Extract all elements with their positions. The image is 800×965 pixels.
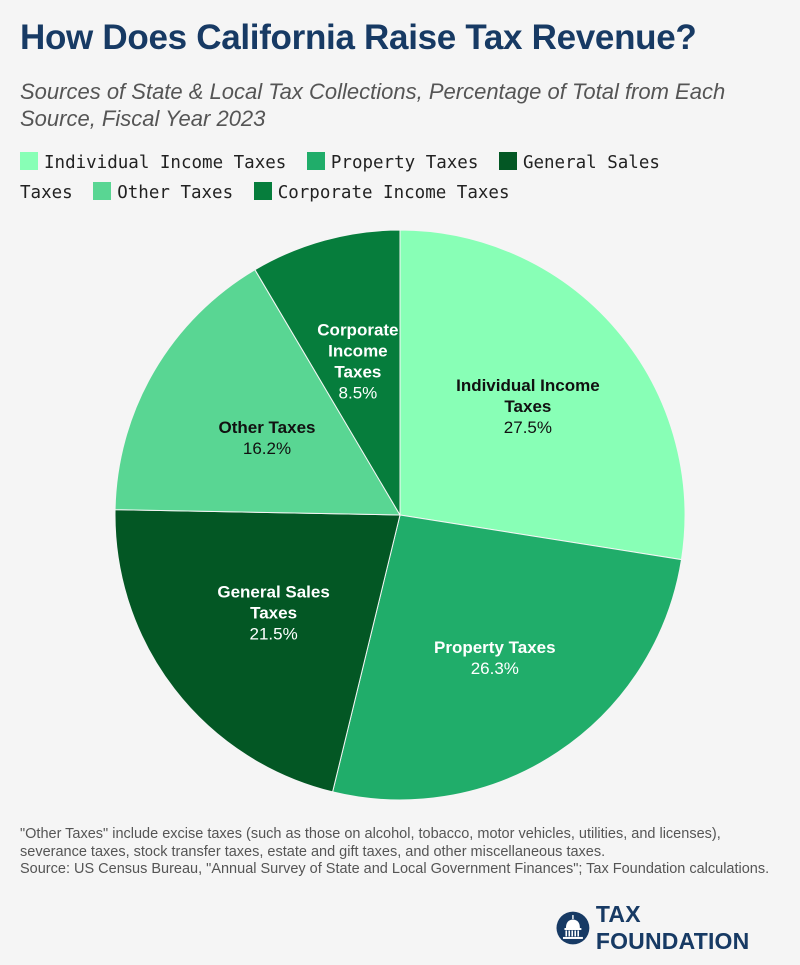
slice-category-label: Corporate [317,321,398,340]
slice-category-label: Taxes [334,363,381,382]
slice-label-corporate-income: Corporate Income Taxes 8.5% [317,321,398,403]
pie-chart: Individual Income Taxes 27.5% Property Taxe… [114,229,686,801]
legend-label: General Sales Taxes [20,153,660,203]
slice-value-label: 27.5% [504,418,552,437]
slice-label-general-sales: General Sales Taxes 21.5% [217,582,329,643]
legend-item-individual-income: Individual Income Taxes [20,152,287,173]
slice-value-label: 8.5% [339,384,378,403]
legend-label: Individual Income Taxes [44,153,287,173]
legend-item-property: Property Taxes [297,152,479,173]
other-taxes-note: "Other Taxes" include excise taxes (such… [20,826,721,860]
pie-slice-corporate-income [254,229,401,517]
legend-label: Property Taxes [330,153,479,173]
slice-category-label: General Sales [217,582,329,601]
pie-slice-other [114,269,401,516]
slice-label-other: Other Taxes 16.2% [218,418,315,458]
legend: Individual Income Taxes Property Taxes G… [20,148,700,208]
chart-title: How Does California Raise Tax Revenue? [20,18,697,57]
chart-subtitle: Sources of State & Local Tax Collections… [20,79,726,131]
source-note: Source: US Census Bureau, "Annual Survey… [20,861,770,877]
legend-swatch [498,152,517,170]
slice-category-label: Taxes [250,603,297,622]
slice-value-label: 21.5% [249,624,297,643]
legend-swatch [20,152,38,170]
pie-slice-individual-income [399,229,686,561]
legend-swatch [253,182,272,200]
slice-value-label: 16.2% [243,439,291,458]
tax-foundation-logo: TAX FOUNDATION [556,901,800,954]
pie-slice-general-sales [114,509,401,793]
legend-swatch [306,152,325,170]
logo-text: TAX FOUNDATION [595,901,750,954]
slice-category-label: Taxes [504,397,551,416]
slice-label-property: Property Taxes 26.3% [434,638,556,678]
slice-value-label: 26.3% [471,659,519,678]
slice-category-label: Other Taxes [218,418,315,437]
legend-item-other: Other Taxes [83,182,234,203]
legend-swatch [93,182,112,200]
legend-item-corporate-income: Corporate Income Taxes [244,182,510,203]
slice-category-label: Property Taxes [434,638,556,657]
slice-category-label: Income [328,342,388,361]
slice-label-individual-income: Individual Income Taxes 27.5% [456,376,600,437]
legend-label: Corporate Income Taxes [277,183,510,203]
pie-slice-property [331,514,683,801]
legend-item-general-sales: General Sales Taxes [20,152,660,203]
slice-category-label: Individual Income [456,376,600,395]
footnote: "Other Taxes" include excise taxes (such… [20,826,790,879]
legend-label: Other Taxes [117,183,234,203]
capitol-dome-icon [556,911,590,945]
